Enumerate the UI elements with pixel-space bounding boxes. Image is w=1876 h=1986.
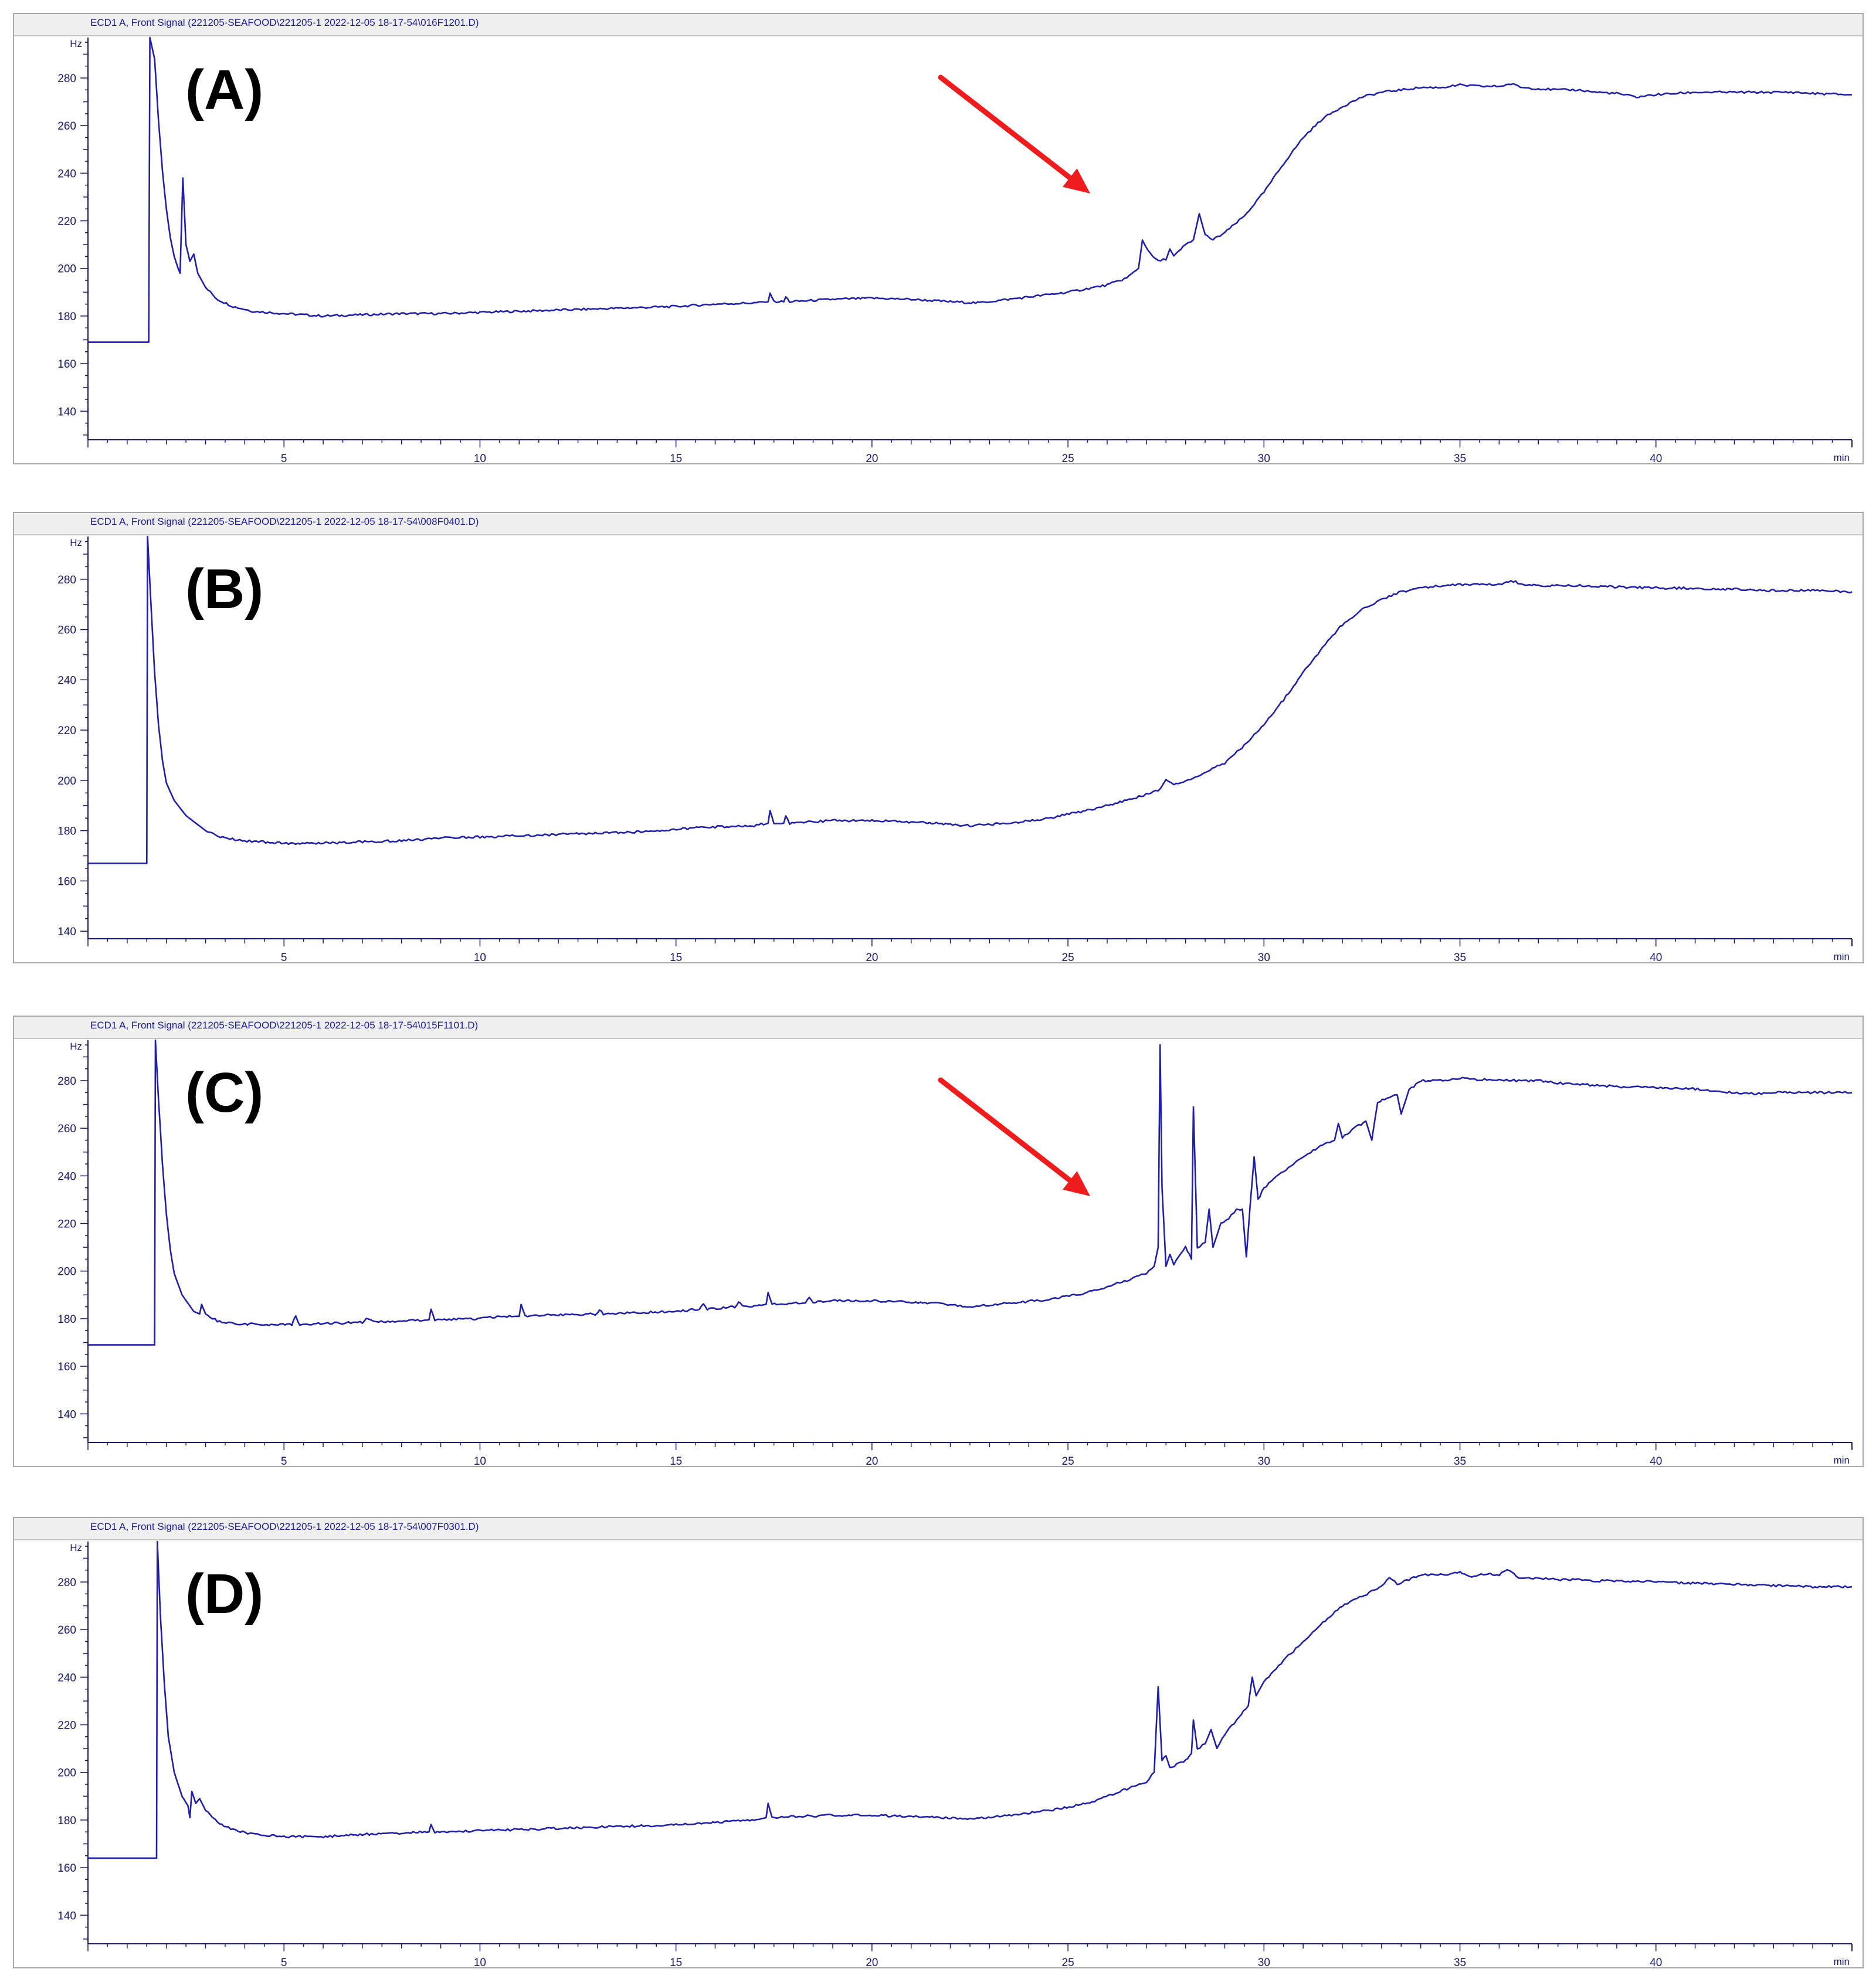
- y-tick-label: 260: [57, 624, 76, 637]
- x-tick-label: 40: [1650, 1455, 1662, 1466]
- y-tick-label: 240: [57, 1672, 76, 1684]
- y-tick-label: 140: [57, 926, 76, 938]
- x-tick-label: 5: [281, 952, 287, 962]
- signal-title: ECD1 A, Front Signal (221205-SEAFOOD\221…: [90, 516, 479, 527]
- y-tick-label: 200: [57, 1266, 76, 1278]
- y-tick-label: 220: [57, 216, 76, 228]
- y-tick-label: 260: [57, 120, 76, 133]
- chromatogram-panel-d: ECD1 A, Front Signal (221205-SEAFOOD\221…: [13, 1517, 1864, 1968]
- x-tick-label: 25: [1062, 1957, 1074, 1967]
- y-tick-label: 160: [57, 875, 76, 888]
- y-tick-label: 140: [57, 406, 76, 418]
- y-tick-label: 180: [57, 1313, 76, 1326]
- x-tick-label: 15: [670, 453, 682, 463]
- panel-header: ECD1 A, Front Signal (221205-SEAFOOD\221…: [14, 1017, 1863, 1039]
- x-tick-label: 25: [1062, 952, 1074, 962]
- panel-label: (B): [185, 558, 263, 620]
- y-tick-label: 180: [57, 311, 76, 323]
- chromatogram-panel-a: ECD1 A, Front Signal (221205-SEAFOOD\221…: [13, 13, 1864, 464]
- signal-title: ECD1 A, Front Signal (221205-SEAFOOD\221…: [90, 1020, 479, 1031]
- x-axis-unit: min: [1834, 1956, 1850, 1967]
- x-axis-unit: min: [1834, 452, 1850, 463]
- x-tick-label: 35: [1454, 453, 1466, 463]
- y-tick-label: 180: [57, 826, 76, 838]
- panel-label: (C): [185, 1061, 263, 1124]
- y-tick-label: 280: [57, 1577, 76, 1589]
- panel-label: (D): [185, 1563, 263, 1625]
- y-tick-label: 160: [57, 1361, 76, 1373]
- y-axis-unit: Hz: [70, 1542, 82, 1553]
- y-tick-label: 240: [57, 168, 76, 180]
- x-tick-label: 25: [1062, 1455, 1074, 1466]
- y-tick-label: 200: [57, 775, 76, 787]
- x-tick-label: 30: [1258, 1455, 1270, 1466]
- x-tick-label: 35: [1454, 1455, 1466, 1466]
- x-tick-label: 5: [281, 1957, 287, 1967]
- x-tick-label: 40: [1650, 1957, 1662, 1967]
- chart-c: (C) 140 160 180 200 220 240 260 280 5 10 15 20 25 30 3…: [57, 1039, 1853, 1466]
- x-tick-label: 15: [670, 1957, 682, 1967]
- x-tick-label: 25: [1062, 453, 1074, 463]
- x-tick-label: 20: [866, 453, 878, 463]
- y-tick-label: 160: [57, 1862, 76, 1875]
- y-axis-unit: Hz: [70, 537, 82, 548]
- chromatogram-panel-b: ECD1 A, Front Signal (221205-SEAFOOD\221…: [13, 512, 1864, 963]
- x-tick-label: 30: [1258, 952, 1270, 962]
- x-tick-label: 30: [1258, 1957, 1270, 1967]
- x-tick-label: 40: [1650, 952, 1662, 962]
- x-tick-label: 5: [281, 453, 287, 463]
- y-tick-label: 240: [57, 674, 76, 687]
- x-tick-label: 15: [670, 952, 682, 962]
- signal-trace: [88, 1540, 1853, 1859]
- x-axis-unit: min: [1834, 951, 1850, 962]
- signal-trace: [88, 1039, 1853, 1346]
- chart-a: (A) 140 160 180 200 220 240 260 280 5 10 15 20 25 30 3…: [57, 36, 1853, 463]
- x-axis-unit: min: [1834, 1455, 1850, 1466]
- x-tick-label: 30: [1258, 453, 1270, 463]
- signal-trace: [88, 535, 1853, 864]
- y-tick-label: 200: [57, 263, 76, 276]
- y-tick-label: 260: [57, 1624, 76, 1637]
- signal-title: ECD1 A, Front Signal (221205-SEAFOOD\221…: [90, 17, 479, 28]
- y-tick-label: 140: [57, 1408, 76, 1421]
- y-tick-label: 200: [57, 1767, 76, 1780]
- red-arrow-icon: [938, 74, 1090, 193]
- x-tick-label: 20: [866, 952, 878, 962]
- panel-header: ECD1 A, Front Signal (221205-SEAFOOD\221…: [14, 1518, 1863, 1540]
- x-tick-label: 20: [866, 1957, 878, 1967]
- x-tick-label: 10: [474, 952, 486, 962]
- chromatogram-panel-c: ECD1 A, Front Signal (221205-SEAFOOD\221…: [13, 1016, 1864, 1467]
- y-tick-label: 220: [57, 1218, 76, 1231]
- y-axis-unit: Hz: [70, 1041, 82, 1052]
- y-tick-label: 160: [57, 358, 76, 371]
- panel-header: ECD1 A, Front Signal (221205-SEAFOOD\221…: [14, 14, 1863, 36]
- y-tick-label: 280: [57, 574, 76, 586]
- x-tick-label: 10: [474, 1957, 486, 1967]
- y-tick-label: 180: [57, 1815, 76, 1827]
- panel-label: (A): [185, 59, 263, 121]
- x-tick-label: 10: [474, 453, 486, 463]
- chart-d: (D) 140 160 180 200 220 240 260 280 5 10 15 20 25 30 3…: [57, 1540, 1853, 1967]
- x-tick-label: 35: [1454, 1957, 1466, 1967]
- y-tick-label: 140: [57, 1910, 76, 1922]
- y-tick-label: 220: [57, 725, 76, 737]
- y-tick-label: 260: [57, 1123, 76, 1135]
- red-arrow-icon: [938, 1077, 1090, 1196]
- chart-b: (B) 140 160 180 200 220 240 260 280 5 10 15 20 25 30 3…: [57, 535, 1853, 962]
- x-tick-label: 35: [1454, 952, 1466, 962]
- y-tick-label: 280: [57, 1075, 76, 1088]
- y-tick-label: 280: [57, 73, 76, 85]
- y-tick-label: 240: [57, 1170, 76, 1183]
- x-tick-label: 15: [670, 1455, 682, 1466]
- y-axis-unit: Hz: [70, 38, 82, 49]
- signal-title: ECD1 A, Front Signal (221205-SEAFOOD\221…: [90, 1521, 479, 1532]
- panel-header: ECD1 A, Front Signal (221205-SEAFOOD\221…: [14, 513, 1863, 535]
- x-tick-label: 5: [281, 1455, 287, 1466]
- x-tick-label: 10: [474, 1455, 486, 1466]
- x-tick-label: 40: [1650, 453, 1662, 463]
- signal-trace: [88, 36, 1853, 343]
- y-tick-label: 220: [57, 1720, 76, 1732]
- x-tick-label: 20: [866, 1455, 878, 1466]
